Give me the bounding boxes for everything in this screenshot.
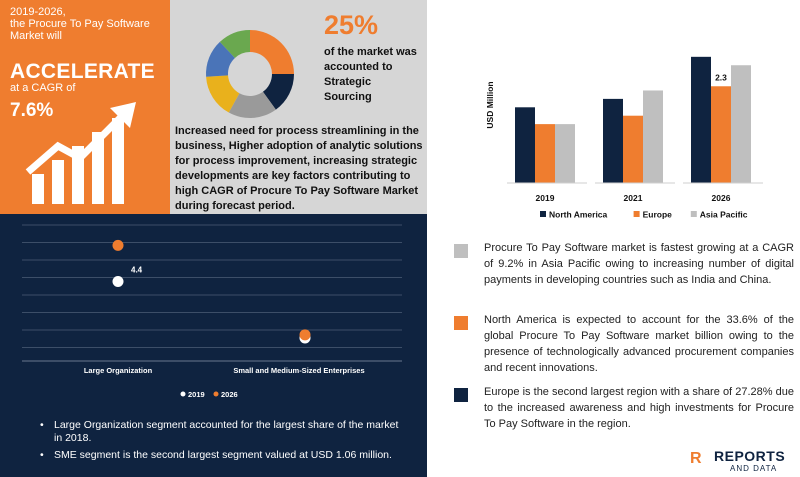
share-donut-chart <box>206 30 294 118</box>
segment-dot-chart: 4.4 Large Organization Small and Medium-Si… <box>22 224 402 399</box>
data-label: 4.4 <box>131 265 143 274</box>
legend-label: 2026 <box>221 390 238 399</box>
legend-marker <box>213 391 219 397</box>
legend-marker <box>180 391 186 397</box>
strategic-sourcing-panel: 25% of the market was accounted to Strat… <box>170 0 427 214</box>
x-tick-label: 2026 <box>712 193 731 203</box>
cagr-value: 7.6% <box>10 100 54 121</box>
forecast-period-text: 2019-2026, the Procure To Pay Software Mar… <box>10 6 150 42</box>
organization-segment-panel: 4.4 Large Organization Small and Medium-Si… <box>0 214 427 477</box>
bar <box>515 107 535 183</box>
logo-name: REPORTS <box>714 448 786 464</box>
accelerate-heading: ACCELERATE <box>10 60 155 83</box>
legend-label: Asia Pacific <box>700 210 748 220</box>
data-point <box>112 275 124 287</box>
bar <box>535 124 555 183</box>
region-notes: Procure To Pay Software market is fastes… <box>427 230 800 477</box>
legend-label: 2019 <box>188 390 205 399</box>
segment-note: Large Organization segment accounted for… <box>40 419 400 445</box>
data-label: 2.3 <box>715 72 727 82</box>
data-point <box>299 329 311 341</box>
bar <box>603 98 623 183</box>
segment-note: SME segment is the second largest segmen… <box>40 449 400 462</box>
bar <box>623 115 643 183</box>
data-point <box>112 239 124 251</box>
donut-slice <box>206 41 235 77</box>
segment-notes: Large Organization segment accounted for… <box>40 419 400 466</box>
legend-swatch <box>540 211 546 217</box>
category-label: Large Organization <box>84 366 153 375</box>
legend-square <box>454 316 468 330</box>
donut-slice <box>219 30 250 58</box>
region-note-text: Procure To Pay Software market is fastes… <box>484 242 794 286</box>
cagr-highlight-panel: 2019-2026, the Procure To Pay Software Mar… <box>0 0 170 214</box>
strategic-sourcing-share: 25% <box>324 10 379 40</box>
bar <box>731 65 751 183</box>
legend-square <box>454 244 468 258</box>
bar <box>711 86 731 183</box>
bar <box>643 90 663 183</box>
strategic-sourcing-description: of the market was accounted to Strategic… <box>324 46 417 103</box>
x-tick-label: 2019 <box>536 193 555 203</box>
region-note-text: North America is expected to account for… <box>484 314 794 374</box>
donut-slice <box>250 30 294 74</box>
category-label: Small and Medium-Sized Enterprises <box>233 366 364 375</box>
legend-label: North America <box>549 210 608 220</box>
logo-subtitle: AND DATA <box>730 464 778 473</box>
legend-square <box>454 388 468 402</box>
donut-slice <box>206 75 240 113</box>
cagr-label: at a CAGR of <box>10 82 76 94</box>
legend-swatch <box>690 211 697 217</box>
y-axis-label: USD Million <box>485 81 495 128</box>
donut-slice <box>262 74 294 110</box>
bar <box>691 56 711 183</box>
regional-bar-chart: USD Million 2019 2021 2026 2.3 North America E… <box>485 56 763 220</box>
growth-chart-icon <box>25 102 136 204</box>
logo-mark: R <box>690 450 702 467</box>
donut-slice <box>228 91 276 118</box>
region-note-text: Europe is the second largest region with… <box>484 386 794 430</box>
legend-label: Europe <box>643 210 673 220</box>
legend-swatch <box>633 211 640 217</box>
bar <box>555 124 575 183</box>
x-tick-label: 2021 <box>624 193 643 203</box>
growth-drivers-text: Increased need for process streamlining … <box>175 125 423 212</box>
reports-and-data-logo: R REPORTS AND DATA <box>690 448 800 476</box>
